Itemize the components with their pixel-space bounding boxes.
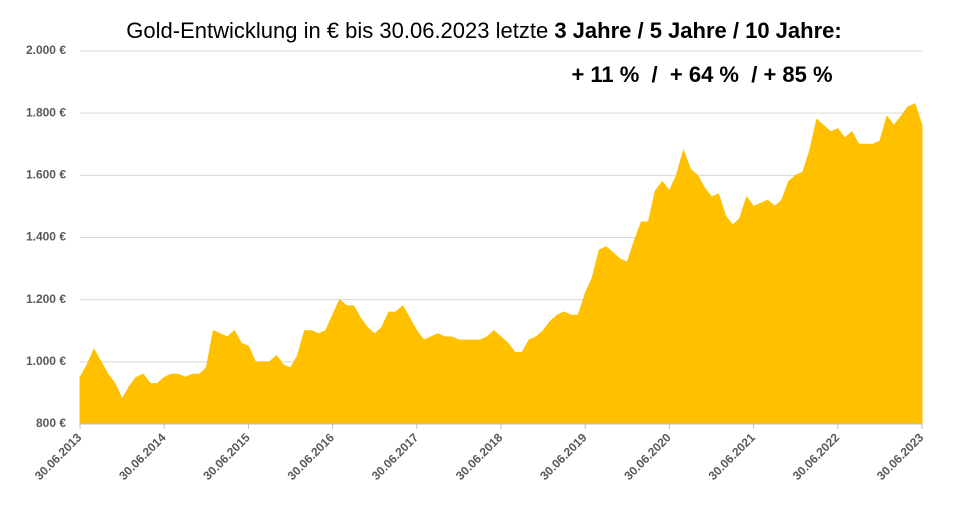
chart-title: Gold-Entwicklung in € bis 30.06.2023 let… xyxy=(126,18,841,43)
y-tick-label: 1.200 € xyxy=(26,292,66,306)
y-tick-label: 800 € xyxy=(36,416,66,430)
title-text: Gold-Entwicklung in € bis 30.06.2023 let… xyxy=(126,18,554,43)
y-tick-label: 1.400 € xyxy=(26,230,66,244)
y-tick-label: 1.800 € xyxy=(26,105,66,119)
y-tick-label: 1.600 € xyxy=(26,168,66,182)
title-bold: 3 Jahre / 5 Jahre / 10 Jahre: xyxy=(554,18,841,43)
chart-subtitle: + 11 % / + 64 % / + 85 % xyxy=(571,62,832,87)
y-tick-label: 1.000 € xyxy=(26,354,66,368)
area xyxy=(79,103,923,425)
y-tick-label: 2.000 € xyxy=(26,43,66,57)
